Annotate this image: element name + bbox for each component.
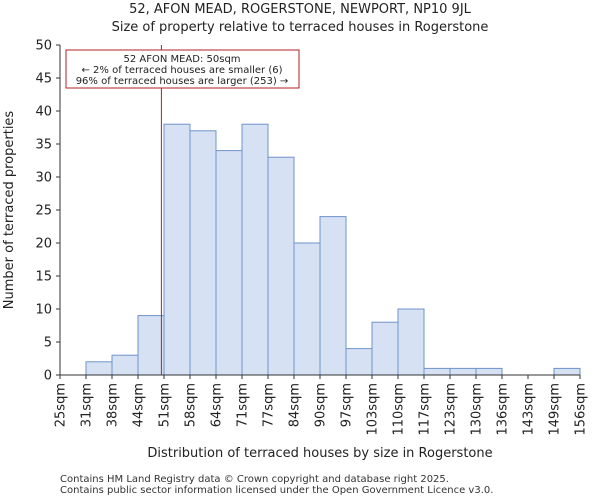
x-tick-label: 130sqm [470,383,485,436]
footer-line-1: Contains HM Land Registry data © Crown c… [60,474,449,485]
x-tick-label: 64sqm [210,383,225,427]
bar [345,348,373,376]
x-tick-label: 110sqm [392,383,407,436]
y-tick-label: 35 [35,138,52,153]
x-tick-label: 44sqm [132,383,147,427]
x-tick-label: 84sqm [288,383,303,427]
bar [319,216,347,376]
x-tick-label: 90sqm [314,383,329,427]
footer-line-2: Contains public sector information licen… [60,485,494,496]
x-tick-label: 51sqm [158,383,173,427]
x-tick-label: 58sqm [184,383,199,427]
x-axis-label: Distribution of terraced houses by size … [147,446,492,461]
bar [553,367,581,376]
bar [189,130,217,376]
y-tick-label: 30 [35,171,52,186]
x-tick-label: 149sqm [548,383,563,436]
y-tick-label: 5 [44,336,52,351]
y-tick-label: 20 [35,237,52,252]
bar [423,367,451,376]
bar [293,242,321,376]
bar [397,308,425,376]
y-tick-label: 15 [35,270,52,285]
bar [137,315,165,376]
x-tick-label: 38sqm [106,383,121,427]
x-tick-label: 143sqm [522,383,537,436]
bar [85,361,113,376]
x-tick-label: 103sqm [366,383,381,436]
x-tick-label: 25sqm [54,383,69,427]
annotation-line: 96% of terraced houses are larger (253) … [76,76,289,87]
annotation-line: ← 2% of terraced houses are smaller (6) [82,65,283,76]
y-tick-label: 0 [44,369,52,384]
y-axis-label: Number of terraced properties [2,111,17,310]
y-tick-label: 45 [35,72,52,87]
annotation-box [65,49,300,89]
bar [371,321,399,376]
y-tick-label: 25 [35,204,52,219]
x-tick-label: 123sqm [444,383,459,436]
x-tick-label: 31sqm [80,383,95,427]
bar [449,367,477,376]
bar [163,123,191,376]
x-tick-label: 136sqm [496,383,511,436]
bar [215,150,243,376]
chart-title: 52, AFON MEAD, ROGERSTONE, NEWPORT, NP10… [129,2,471,17]
x-tick-label: 71sqm [236,383,251,427]
x-tick-label: 117sqm [418,383,433,436]
x-tick-label: 77sqm [262,383,277,427]
annotation-line: 52 AFON MEAD: 50sqm [123,54,240,65]
y-tick-label: 40 [35,105,52,120]
chart-subtitle: Size of property relative to terraced ho… [111,20,489,35]
bar [111,354,139,376]
x-tick-label: 97sqm [340,383,355,427]
y-tick-label: 10 [35,303,52,318]
bar [241,123,269,376]
bar [267,156,295,376]
x-tick-label: 156sqm [574,383,589,436]
y-tick-label: 50 [35,39,52,54]
bar [475,367,503,376]
